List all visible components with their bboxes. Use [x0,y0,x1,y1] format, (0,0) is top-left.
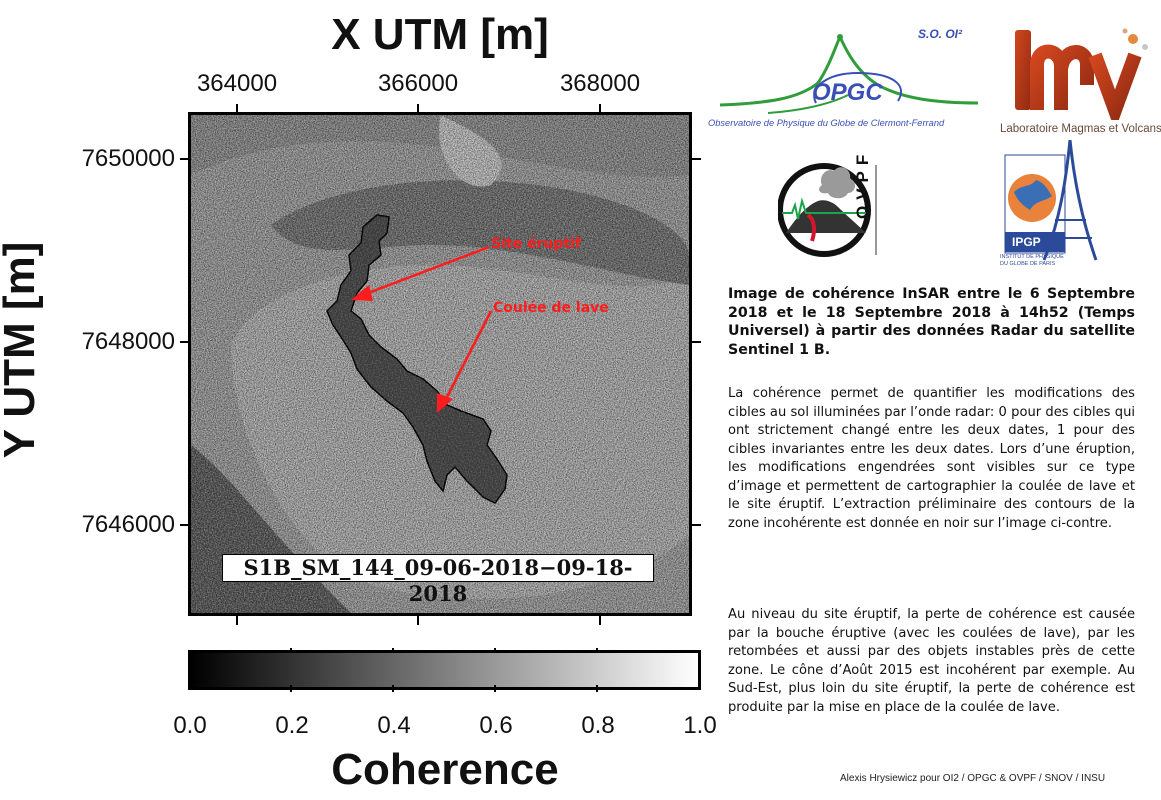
ovpf-wordmark: OVPF [852,149,874,219]
ipgp-globe-tower-icon [1004,139,1098,261]
ipgp-subtitle-line2: DU GLOBE DE PARIS [1000,261,1056,267]
ipgp-subtitle-line1: INSTITUT DE PHYSIQUE [1000,254,1064,260]
lmv-subtitle: Laboratoire Magmas et Volcans [1000,123,1161,135]
colorbar-tick-label: 0.8 [581,712,615,739]
ovpf-volcano-icon [777,163,877,257]
colorbar-tick-label: 0.0 [173,712,207,739]
x-tick-label: 364000 [196,70,278,97]
opgc-subtitle: Observatoire de Physique du Globe de Cle… [708,118,945,128]
colorbar-tick-label: 1.0 [683,712,717,739]
so-oi2-label: S.O. OI² [918,27,963,41]
y-tick-label: 7646000 [81,511,175,538]
colorbar-tick-label: 0.2 [275,712,309,739]
credit-line: Alexis Hrysiewicz pour OI2 / OPGC & OVPF… [840,773,1106,784]
opgc-wordmark: OPGC [812,79,883,106]
ovpf-logo: OVPF [777,149,918,265]
x-tick-label: 368000 [559,70,641,97]
x-axis-title: X UTM [m] [331,10,549,59]
y-tick-label: 7650000 [81,145,175,172]
colorbar-tick-label: 0.4 [377,712,411,739]
description-paragraph-2: Au niveau du site éruptif, la perte de c… [728,607,1135,715]
colorbar-title: Coherence [331,745,559,794]
description-title: Image de cohérence InSAR entre le 6 Sept… [728,286,1135,358]
x-tick-label: 366000 [377,70,459,97]
ipgp-logo: IPGP INSTITUT DE PHYSIQUE DU GLOBE DE PA… [1000,139,1100,275]
opgc-volcano-icon [719,33,979,114]
ipgp-wordmark: IPGP [1012,235,1041,249]
opgc-logo: OPGC S.O. OI² Observatoire de Physique d… [708,25,988,135]
coherence-image [191,115,689,613]
coherence-colorbar [188,650,701,690]
y-tick-label: 7648000 [81,328,175,355]
eruptive-site-annotation: Site éruptif [491,236,581,252]
lmv-logo: Laboratoire Magmas et Volcans [1000,25,1161,140]
lava-flow-annotation: Coulée de lave [493,300,609,316]
scene-id-label: S1B_SM_144_09-06-2018−09-18-2018 [222,554,654,606]
colorbar-tick-label: 0.6 [479,712,513,739]
description-paragraph-1: La cohérence permet de quantifier les mo… [728,386,1135,531]
colorbar-ticks [290,648,598,692]
axis-ticks [180,104,701,625]
lmv-mark-icon [1015,28,1148,131]
coherence-map: Site éruptif Coulée de lave [188,112,692,616]
